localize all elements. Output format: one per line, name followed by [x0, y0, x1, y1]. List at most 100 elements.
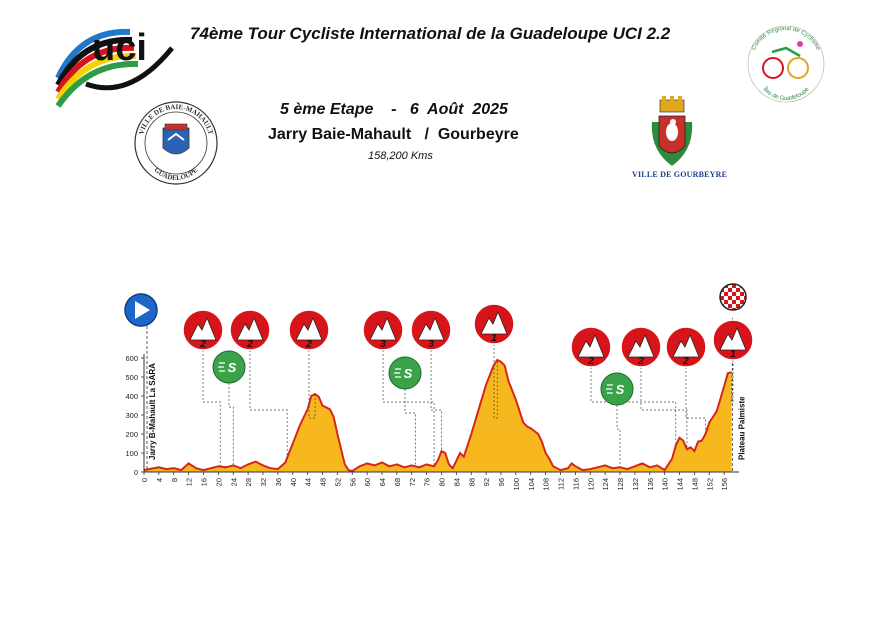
x-tick-label: 108 [542, 478, 551, 491]
x-tick-label: 80 [438, 478, 447, 486]
sprint-icon [212, 350, 246, 384]
y-tick-label: 0 [134, 468, 138, 477]
x-tick-label: 104 [527, 478, 536, 491]
finish-flag-ring [719, 283, 747, 311]
y-tick-label: 600 [125, 354, 138, 363]
x-tick-label: 76 [423, 478, 432, 486]
mountain-icon [189, 316, 217, 341]
x-tick-label: 48 [319, 478, 328, 486]
x-tick-label: 72 [408, 478, 417, 486]
mountain-icon [480, 310, 508, 335]
x-tick-label: 112 [557, 478, 566, 490]
climb-category: 2 [682, 356, 689, 367]
climb-leader-line [430, 350, 442, 452]
x-tick-label: 116 [571, 478, 580, 490]
y-tick-label: 300 [125, 411, 138, 420]
x-tick-label: 8 [170, 478, 179, 482]
x-tick-label: 84 [452, 478, 461, 486]
mountain-icon [719, 326, 747, 351]
climb-category: 3 [428, 339, 434, 350]
mountain-icon [577, 333, 605, 358]
mountain-icon [369, 316, 397, 341]
x-tick-label: 88 [467, 478, 476, 486]
x-tick-label: 128 [616, 478, 625, 491]
comite-logo: Comité Régional de Cyclisme Îles de Guad… [747, 25, 825, 103]
x-tick-label: 148 [690, 478, 699, 491]
sprint-letter-icon: S [404, 366, 413, 381]
climb-category: 3 [380, 339, 386, 350]
x-tick-label: 28 [244, 478, 253, 486]
climb-category: 2 [637, 356, 644, 367]
climb-category: 1 [491, 333, 497, 344]
x-tick-label: 144 [676, 478, 685, 491]
x-tick-label: 12 [185, 478, 194, 486]
x-tick-label: 4 [155, 478, 164, 482]
start-arrow-icon [135, 301, 150, 319]
sprint-leader-line [404, 389, 416, 467]
mountain-icon [417, 316, 445, 341]
climb-category: 1 [730, 349, 736, 360]
x-tick-label: 56 [348, 478, 357, 486]
y-tick-label: 100 [125, 449, 138, 458]
x-tick-label: 44 [304, 478, 313, 486]
uci-logo: uci [55, 27, 174, 108]
x-tick-label: 92 [482, 478, 491, 486]
climb-category: 2 [199, 339, 206, 350]
x-tick-label: 136 [646, 478, 655, 491]
x-tick-label: 24 [229, 478, 238, 486]
stage-distance: 158,200 Kms [368, 150, 433, 162]
x-tick-label: 64 [378, 478, 387, 486]
sprint-leader-line [228, 383, 234, 466]
x-tick-label: 120 [586, 478, 595, 491]
climb-leader-line [640, 367, 688, 450]
sprint-letter-icon: S [616, 382, 625, 397]
climb-leader-line [590, 367, 677, 446]
x-tick-label: 16 [200, 478, 209, 486]
climb-leader-line [685, 367, 706, 434]
y-tick-label: 400 [125, 392, 138, 401]
x-tick-label: 32 [259, 478, 268, 486]
mountain-icon [236, 316, 264, 341]
climb-category: 2 [587, 356, 594, 367]
mountain-icon [672, 333, 700, 358]
climb-leader-line [249, 350, 288, 458]
x-tick-label: 156 [720, 478, 729, 491]
x-tick-label: 132 [631, 478, 640, 491]
x-tick-label: 52 [333, 478, 342, 486]
x-tick-label: 140 [661, 478, 670, 491]
mountain-icon [295, 316, 323, 341]
x-tick-label: 124 [601, 478, 610, 491]
x-tick-label: 100 [512, 478, 521, 491]
climb-leader-line [202, 350, 221, 467]
speed-lines-icon [218, 362, 225, 372]
gourbeyre-caption: VILLE DE GOURBEYRE [632, 170, 728, 179]
climb-category: 2 [246, 339, 253, 350]
speed-lines-icon [606, 384, 613, 394]
sprint-leader-line [616, 405, 621, 468]
profile-line [143, 358, 732, 473]
climb-leader-line [382, 350, 435, 467]
x-tick-label: 0 [140, 478, 149, 482]
y-tick-label: 500 [125, 373, 138, 382]
x-tick-label: 96 [497, 478, 506, 486]
climb-leader-line [493, 344, 498, 419]
speed-lines-icon [394, 368, 401, 378]
climb-category: 2 [305, 339, 312, 350]
x-tick-label: 152 [705, 478, 714, 491]
stage-route: Jarry Baie-Mahault / Gourbeyre [268, 126, 519, 143]
sprint-letter-icon: S [228, 360, 237, 375]
x-tick-label: 40 [289, 478, 298, 486]
uci-logo-text: uci [92, 27, 147, 69]
x-tick-label: 20 [214, 478, 223, 486]
sprint-icon [600, 372, 634, 406]
race-title: 74ème Tour Cycliste International de la … [190, 24, 671, 43]
sprint-icon [388, 356, 422, 390]
stage-line: 5 ème Etape - 6 Août 2025 [280, 101, 508, 118]
profile-area [144, 359, 732, 472]
climb-leader-line [731, 360, 734, 403]
x-tick-label: 60 [363, 478, 372, 486]
start-label: Jarry B-Mahault La SARA [148, 363, 157, 460]
mountain-icon [627, 333, 655, 358]
